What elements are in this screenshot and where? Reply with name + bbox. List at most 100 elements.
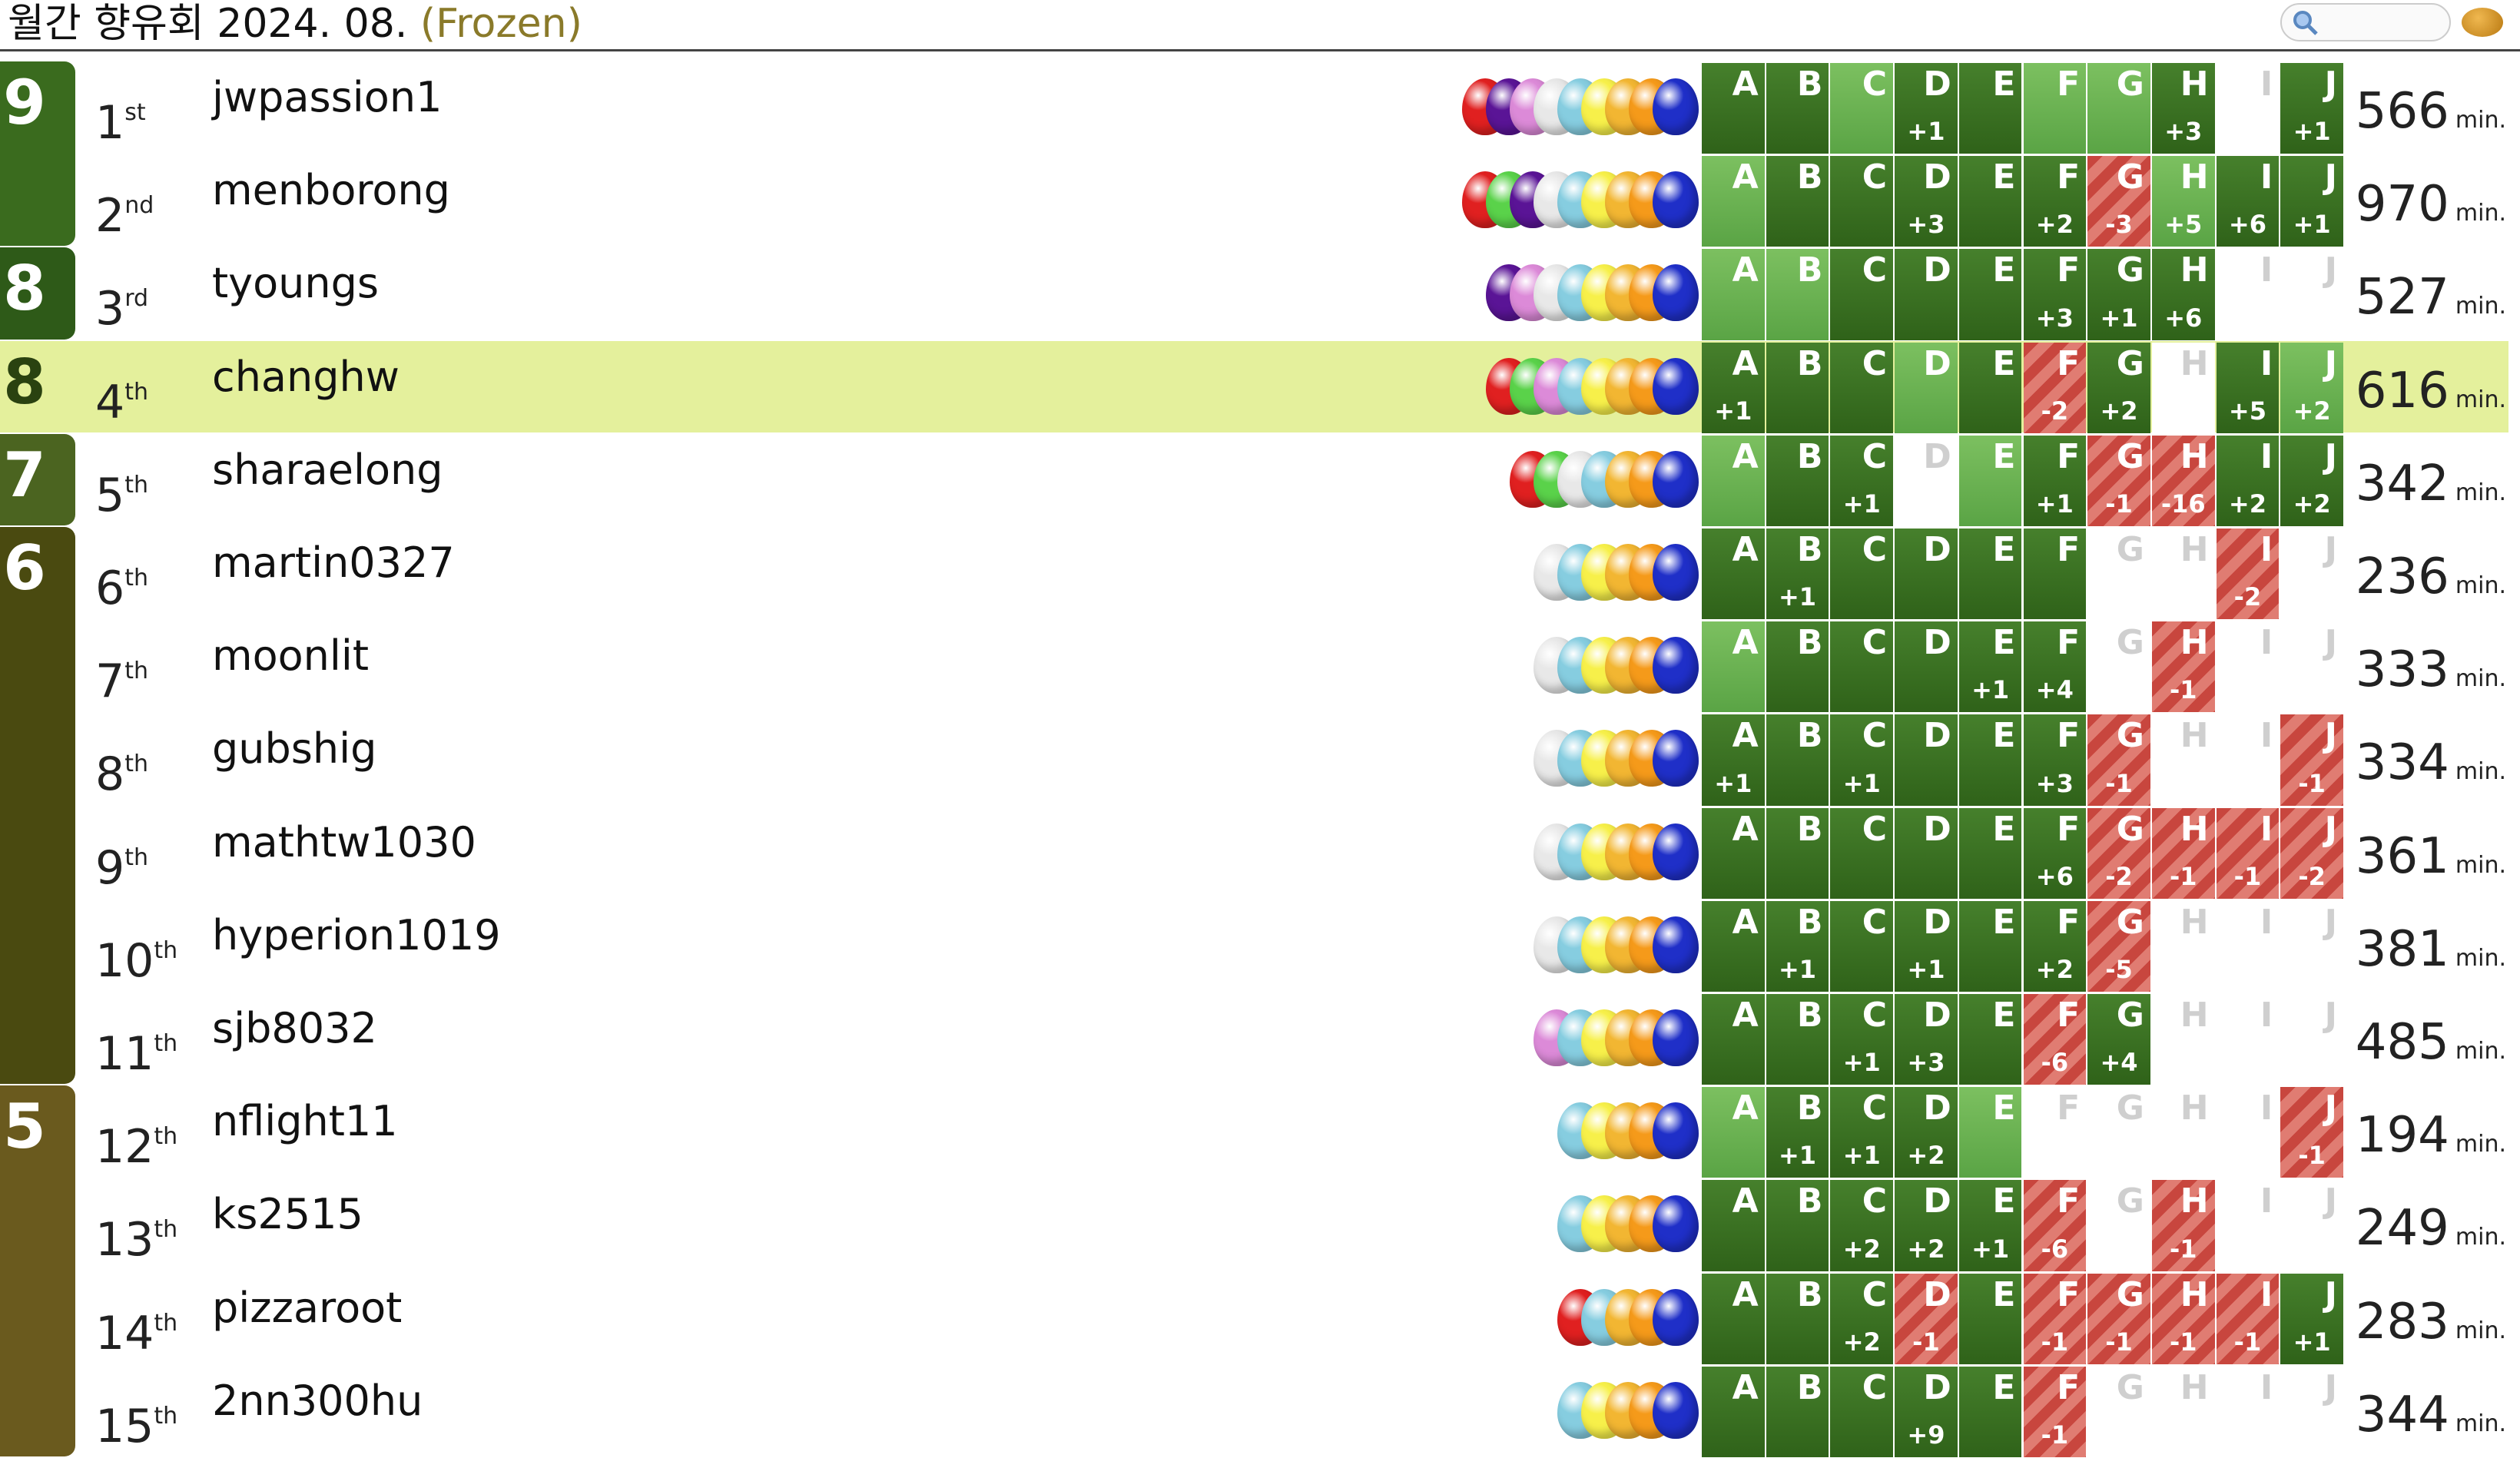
attempts: -1 [2233, 1327, 2262, 1357]
problem-letter: F [2057, 1274, 2081, 1314]
problem-cell: H [2151, 994, 2215, 1085]
problem-cell: G [2087, 1180, 2150, 1271]
rank-number: 15 [95, 1399, 154, 1453]
problem-cell: C [1830, 900, 1894, 992]
team-name: tyoungs [212, 259, 380, 308]
problem-letter: C [1862, 436, 1888, 476]
attempts: +2 [2293, 489, 2331, 519]
problem-letter: H [2180, 1181, 2209, 1221]
solved-stripe [0, 247, 75, 340]
problem-cell: C +1 [1830, 714, 1894, 806]
problem-cell: A [1702, 435, 1765, 526]
problem-letter: D [1923, 716, 1951, 756]
problem-letter: G [2116, 1089, 2144, 1128]
search-box[interactable] [2280, 3, 2451, 41]
problem-letter: G [2116, 250, 2144, 290]
problem-cell: I -1 [2216, 1273, 2280, 1364]
solved-stripe [0, 433, 75, 525]
problem-cell: A [1702, 994, 1765, 1085]
problem-cell: E [1958, 1087, 2022, 1178]
attempts: +2 [1842, 1234, 1881, 1264]
penalty-minutes: 236 [2355, 548, 2449, 605]
penalty-unit: min. [2455, 1224, 2506, 1251]
problem-letter: A [1732, 1089, 1759, 1128]
rank-number: 13 [95, 1213, 154, 1267]
problem-cell: I [2216, 1180, 2280, 1271]
problem-cell: H [2151, 714, 2215, 806]
problem-cell: G -1 [2087, 1273, 2150, 1364]
problem-letter: F [2057, 996, 2081, 1035]
problem-letter: I [2260, 1181, 2273, 1221]
problem-cell: A [1702, 900, 1765, 992]
problem-letter: I [2260, 343, 2273, 383]
problem-cell: A [1702, 529, 1765, 620]
penalty: 566 min. [2356, 84, 2506, 147]
rank-suffix: th [124, 471, 148, 499]
attempts: -2 [2233, 582, 2262, 612]
title-line: 월간 향유회 2024. 08. (Frozen) [8, 0, 582, 48]
problem-cell: H [2151, 900, 2215, 992]
problem-cell: G -2 [2087, 807, 2150, 899]
problem-cell: C +1 [1830, 1087, 1894, 1178]
problem-cell: D [1895, 249, 1958, 340]
problem-cell: F [2023, 1087, 2087, 1178]
attempts: +1 [1842, 1141, 1881, 1171]
penalty-minutes: 334 [2355, 734, 2449, 792]
problem-letter: B [1796, 809, 1823, 849]
problem-cell: E [1958, 435, 2022, 526]
problem-cell: B [1766, 714, 1829, 806]
problem-cell: B [1766, 156, 1829, 247]
penalty-unit: min. [2455, 851, 2506, 879]
menu-icon[interactable] [2462, 8, 2503, 37]
rank-suffix: th [124, 565, 148, 591]
attempts: +1 [1907, 117, 1945, 147]
attempts: -1 [2298, 768, 2326, 798]
problem-cell: C [1830, 529, 1894, 620]
problem-cell: A [1702, 156, 1765, 247]
problem-cell: J +2 [2280, 435, 2343, 526]
penalty-unit: min. [2455, 479, 2506, 506]
problem-letter: C [1862, 157, 1888, 197]
penalty-minutes: 333 [2355, 641, 2449, 699]
attempts: -1 [2169, 861, 2197, 891]
problem-letter: E [1992, 1089, 2016, 1128]
rank-suffix: th [154, 1030, 178, 1057]
problem-letter: G [2116, 1367, 2144, 1407]
solved-count: 7 [3, 439, 46, 511]
rank-suffix: th [154, 936, 178, 964]
rank-number: 1 [95, 96, 125, 150]
attempts: +4 [2035, 675, 2074, 705]
penalty-minutes: 194 [2355, 1107, 2449, 1165]
problem-letter: D [1923, 902, 1951, 942]
problem-cell: D +2 [1895, 1087, 1958, 1178]
problem-cell: G -5 [2087, 900, 2150, 992]
rank: 4th [95, 367, 148, 428]
problem-letter: A [1732, 530, 1759, 569]
problem-letter: H [2180, 1367, 2209, 1407]
penalty-unit: min. [2455, 293, 2506, 320]
problem-letter: C [1862, 902, 1888, 942]
problem-cell: F [2023, 529, 2087, 620]
solved-count: 5 [3, 1091, 46, 1163]
attempts: -6 [2041, 1048, 2069, 1078]
problem-cell: G +2 [2087, 342, 2150, 433]
problem-cell: C [1830, 156, 1894, 247]
problem-letter: C [1862, 65, 1888, 104]
attempts: +1 [1971, 675, 2010, 705]
balloon [1653, 78, 1699, 135]
problem-cell: E +1 [1958, 1180, 2022, 1271]
attempts: +5 [2164, 210, 2203, 240]
balloon [1653, 1381, 1699, 1439]
problem-letter: E [1992, 1181, 2016, 1221]
attempts: +1 [2100, 303, 2138, 333]
problem-letter: B [1796, 716, 1823, 756]
problem-cell: A [1702, 63, 1765, 154]
problem-letter: J [2324, 1274, 2337, 1314]
balloon [1653, 171, 1699, 229]
problem-letter: J [2324, 65, 2337, 104]
penalty-minutes: 527 [2355, 269, 2449, 326]
penalty-minutes: 381 [2355, 920, 2449, 978]
penalty: 333 min. [2356, 643, 2506, 706]
problem-letter: A [1732, 1181, 1759, 1221]
problem-letter: I [2260, 996, 2273, 1035]
